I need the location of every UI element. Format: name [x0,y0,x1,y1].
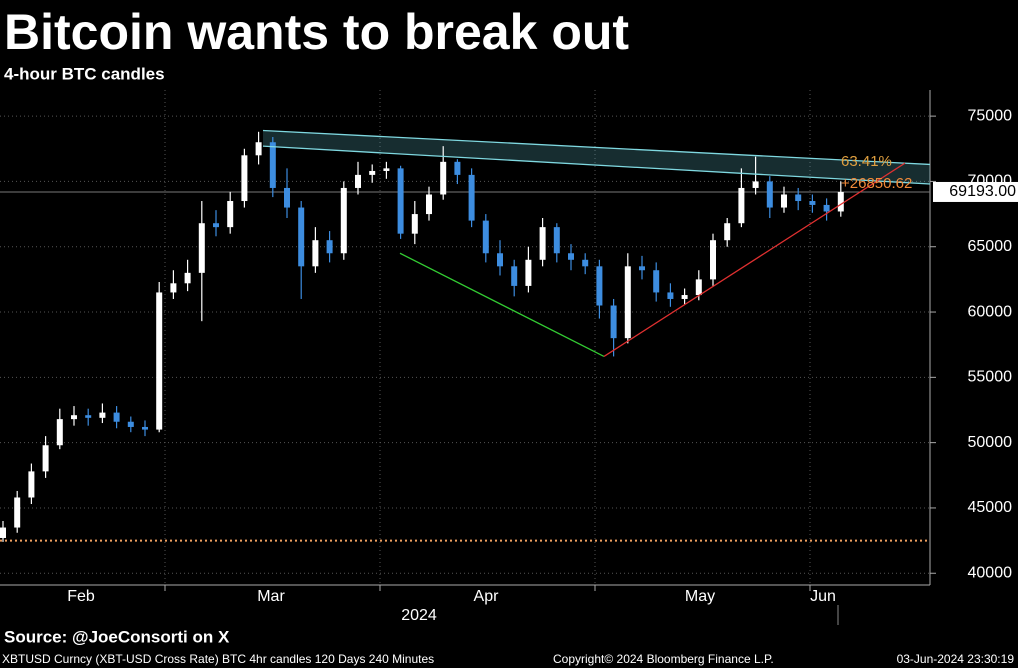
year-label: 2024 [401,607,437,624]
x-tick-label: Feb [67,588,95,605]
candle-body [823,204,830,212]
candle-body [695,279,702,296]
candle-body [610,305,617,339]
candle-body [298,207,305,267]
candle-body [85,415,92,418]
x-tick-label: Apr [474,588,500,605]
y-tick-label: 60000 [968,303,1013,320]
candle-body [71,415,77,420]
candle-body [440,161,447,195]
candle-body [624,266,631,339]
trendline [399,252,605,358]
annotation: +26850.62 [841,175,912,192]
candle-body [14,497,21,528]
candle-body [156,292,163,430]
last-price-label: 69193.00 [949,183,1016,200]
y-tick-label: 75000 [968,107,1013,124]
candle-body [795,194,802,202]
chart-subtitle: 4-hour BTC candles [4,64,165,83]
candle-body [42,445,49,472]
candle-body [142,426,148,430]
channel-fill [263,130,930,185]
candle-body [639,266,645,271]
trendline [262,145,931,185]
candle-body [681,295,688,299]
candle-body [837,191,844,212]
candle-body [127,421,134,427]
footer-date: 03-Jun-2024 23:30:19 [897,652,1015,666]
candle-body [326,240,333,254]
x-tick-label: Jun [810,588,836,605]
footer-copyright: Copyright© 2024 Bloomberg Finance L.P. [553,652,774,666]
candle-body [255,142,262,156]
candle-body [184,272,191,284]
candle-body [653,270,660,293]
candle-body [241,155,248,202]
candle-body [781,194,787,208]
candle-body [383,168,390,171]
candle-body [553,227,560,254]
y-tick-label: 40000 [968,564,1013,581]
candle-body [56,419,63,446]
y-tick-label: 55000 [968,369,1013,386]
candle-body [369,170,376,175]
candle-body [667,292,674,299]
source: Source: @JoeConsorti on X [4,627,230,646]
candle-body [113,412,120,422]
y-tick-label: 65000 [968,238,1013,255]
candle-body [525,259,532,286]
candle-body [752,181,759,188]
x-tick-label: May [685,588,715,605]
last-price-box [933,181,1018,202]
candle-body [738,187,745,224]
candle-body [511,266,518,286]
candle-body [539,227,546,260]
x-tick-label: Mar [257,588,285,605]
candle-body [284,187,290,208]
trendline [262,129,931,166]
candle-body [710,240,716,280]
candle-body [724,223,731,241]
candle-body [213,223,219,228]
candle-body [170,283,177,293]
candle-body [596,266,603,306]
candle-body [411,214,418,234]
candle-body [355,174,361,188]
y-tick-label: 50000 [968,434,1013,451]
candle-body [582,259,589,267]
candle-body [312,240,319,267]
annotation: 63.41% [841,153,892,170]
candle-body [766,181,773,208]
candle-body [454,161,461,175]
candle-body [809,201,816,205]
candle-body [468,174,475,221]
candle-body [397,168,404,234]
candle-body [0,527,6,538]
candle-body [198,223,205,273]
candle-body [28,471,35,498]
candle-body [426,194,432,215]
footer-left: XBTUSD Curncy (XBT-USD Cross Rate) BTC 4… [2,652,434,666]
candle-body [482,220,489,254]
chart-title: Bitcoin wants to break out [4,4,629,60]
candle-body [340,187,347,254]
candle-body [269,142,276,188]
candle-body [227,201,234,228]
candle-body [497,253,503,267]
y-tick-label: 45000 [968,499,1013,516]
trendline [603,162,906,357]
candle-body [99,412,106,418]
candle-body [568,253,574,260]
